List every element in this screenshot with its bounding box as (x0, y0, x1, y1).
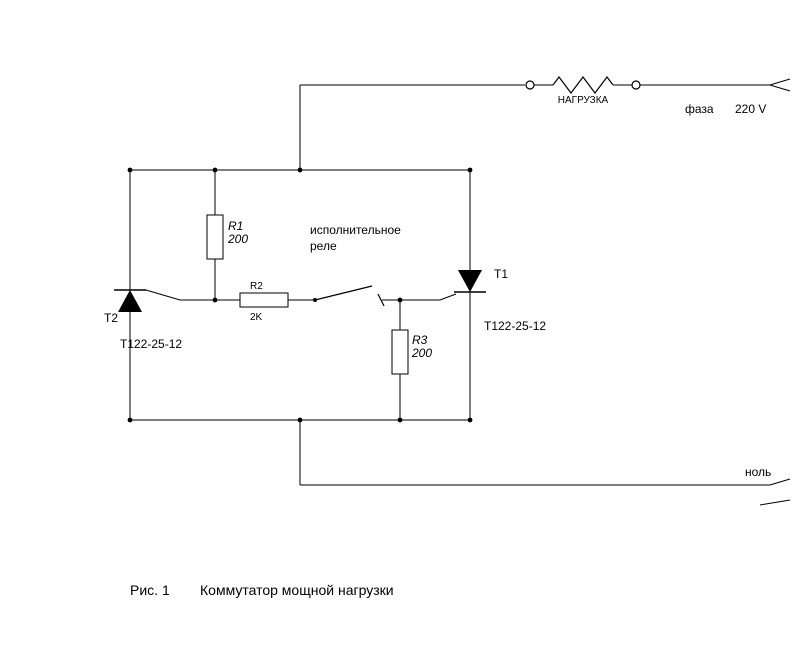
wire (770, 79, 790, 85)
r1-val: 200 (227, 232, 248, 246)
r3-val: 200 (411, 346, 432, 360)
voltage-label: 220 V (735, 102, 766, 116)
node (298, 168, 303, 173)
t2-ref: T2 (104, 311, 118, 325)
terminal-load-left (526, 81, 534, 89)
node (128, 418, 133, 423)
wire (760, 500, 790, 505)
t1-triangle (458, 270, 482, 292)
caption-prefix: Рис. 1 (130, 582, 170, 598)
t1-part: T122-25-12 (484, 319, 546, 333)
r1-ref: R1 (228, 219, 243, 233)
node (398, 418, 403, 423)
t2-triangle (118, 290, 142, 312)
switch-arm (315, 286, 372, 300)
t1-ref: T1 (494, 267, 508, 281)
phase-label: фаза (685, 102, 714, 116)
r2-val: 2K (250, 312, 263, 323)
t1-gate (440, 294, 456, 300)
terminal-load-right (632, 81, 640, 89)
r1-body (207, 215, 223, 259)
relay-label-1: исполнительное (310, 223, 401, 237)
r3-ref: R3 (412, 333, 428, 347)
wire (770, 479, 790, 485)
t2-part: T122-25-12 (120, 337, 182, 351)
schematic: НАГРУЗКА фаза 220 V T2 T122-25-12 R1 200… (0, 0, 812, 652)
t2-gate (146, 290, 180, 300)
r3-body (392, 330, 408, 374)
node (468, 418, 473, 423)
relay-label-2: реле (310, 239, 337, 253)
load-resistor (553, 77, 613, 93)
load-label: НАГРУЗКА (558, 95, 609, 106)
r2-ref: R2 (250, 281, 263, 292)
caption-text: Коммутатор мощной нагрузки (200, 582, 394, 598)
neutral-label: ноль (745, 465, 771, 479)
wire (770, 85, 790, 91)
r2-body (240, 293, 288, 307)
